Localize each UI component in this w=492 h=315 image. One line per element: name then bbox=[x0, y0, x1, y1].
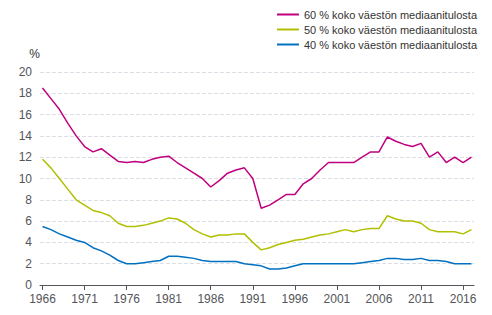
svg-text:1971: 1971 bbox=[71, 292, 98, 306]
svg-text:16: 16 bbox=[19, 108, 33, 122]
svg-text:%: % bbox=[29, 47, 40, 61]
svg-text:50 % koko väestön mediaanitulo: 50 % koko väestön mediaanitulosta bbox=[304, 24, 478, 36]
svg-text:2016: 2016 bbox=[450, 292, 477, 306]
svg-text:12: 12 bbox=[19, 150, 33, 164]
svg-text:1996: 1996 bbox=[281, 292, 308, 306]
svg-text:1966: 1966 bbox=[29, 292, 56, 306]
svg-text:1981: 1981 bbox=[155, 292, 182, 306]
svg-text:6: 6 bbox=[25, 214, 32, 228]
svg-text:1986: 1986 bbox=[197, 292, 224, 306]
svg-text:10: 10 bbox=[19, 172, 33, 186]
svg-text:4: 4 bbox=[25, 235, 32, 249]
svg-text:2006: 2006 bbox=[366, 292, 393, 306]
svg-text:1991: 1991 bbox=[239, 292, 266, 306]
svg-text:20: 20 bbox=[19, 65, 33, 79]
svg-text:0: 0 bbox=[25, 278, 32, 292]
svg-text:14: 14 bbox=[19, 129, 33, 143]
svg-text:2001: 2001 bbox=[324, 292, 351, 306]
svg-text:40 % koko väestön mediaanitulo: 40 % koko väestön mediaanitulosta bbox=[304, 39, 478, 51]
svg-text:2: 2 bbox=[25, 257, 32, 271]
svg-text:18: 18 bbox=[19, 86, 33, 100]
svg-text:8: 8 bbox=[25, 193, 32, 207]
svg-text:2011: 2011 bbox=[408, 292, 434, 306]
svg-text:60 % koko väestön mediaanitulo: 60 % koko väestön mediaanitulosta bbox=[304, 9, 478, 21]
svg-text:1976: 1976 bbox=[113, 292, 140, 306]
